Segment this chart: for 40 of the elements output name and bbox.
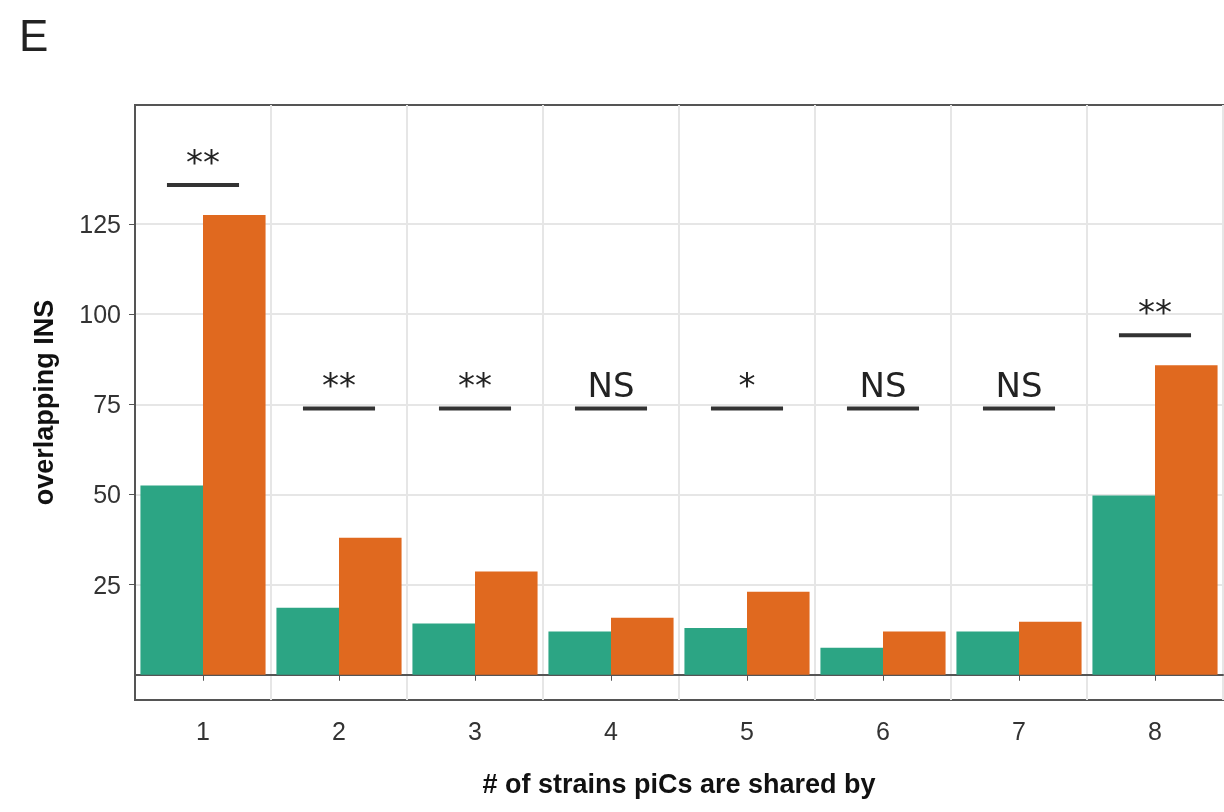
bar — [548, 631, 611, 675]
bar — [1019, 621, 1082, 675]
annotation: ** — [458, 365, 492, 406]
annotation: ** — [186, 141, 220, 182]
x-tick-label: 2 — [332, 716, 346, 745]
x-tick-label: 4 — [604, 716, 619, 745]
y-tick-label: 75 — [93, 390, 121, 419]
bar — [203, 214, 266, 675]
bar — [820, 647, 883, 675]
annotation: ** — [1138, 292, 1172, 333]
annotation: ** — [322, 365, 356, 406]
x-axis-title: # of strains piCs are shared by — [482, 768, 876, 799]
chart-title: E — [19, 10, 49, 60]
x-tick-label: 3 — [468, 716, 482, 745]
bar — [684, 627, 747, 675]
bar — [1092, 495, 1155, 675]
bar — [883, 631, 946, 675]
x-tick-label: 5 — [740, 716, 754, 745]
x-tick-label: 7 — [1012, 716, 1026, 745]
x-tick-label: 6 — [876, 716, 890, 745]
y-axis-title: overlapping INS — [28, 299, 59, 506]
bar — [747, 591, 810, 675]
y-tick-label: 125 — [79, 210, 121, 238]
bar — [140, 485, 203, 675]
bar — [611, 617, 674, 675]
annotation: NS — [859, 365, 907, 406]
x-tick-label: 1 — [196, 716, 210, 745]
bar — [1155, 365, 1218, 675]
x-tick-label: 8 — [1148, 716, 1162, 745]
y-tick-label: 25 — [93, 570, 121, 599]
bar — [475, 571, 538, 675]
bar — [276, 607, 339, 675]
y-tick-label: 50 — [93, 480, 121, 509]
y-tick-label: 100 — [79, 300, 121, 329]
bar — [339, 537, 402, 675]
bar — [956, 631, 1019, 675]
annotation: * — [738, 365, 756, 406]
annotation: NS — [587, 365, 635, 406]
annotation: NS — [995, 365, 1043, 406]
bar — [412, 623, 475, 675]
